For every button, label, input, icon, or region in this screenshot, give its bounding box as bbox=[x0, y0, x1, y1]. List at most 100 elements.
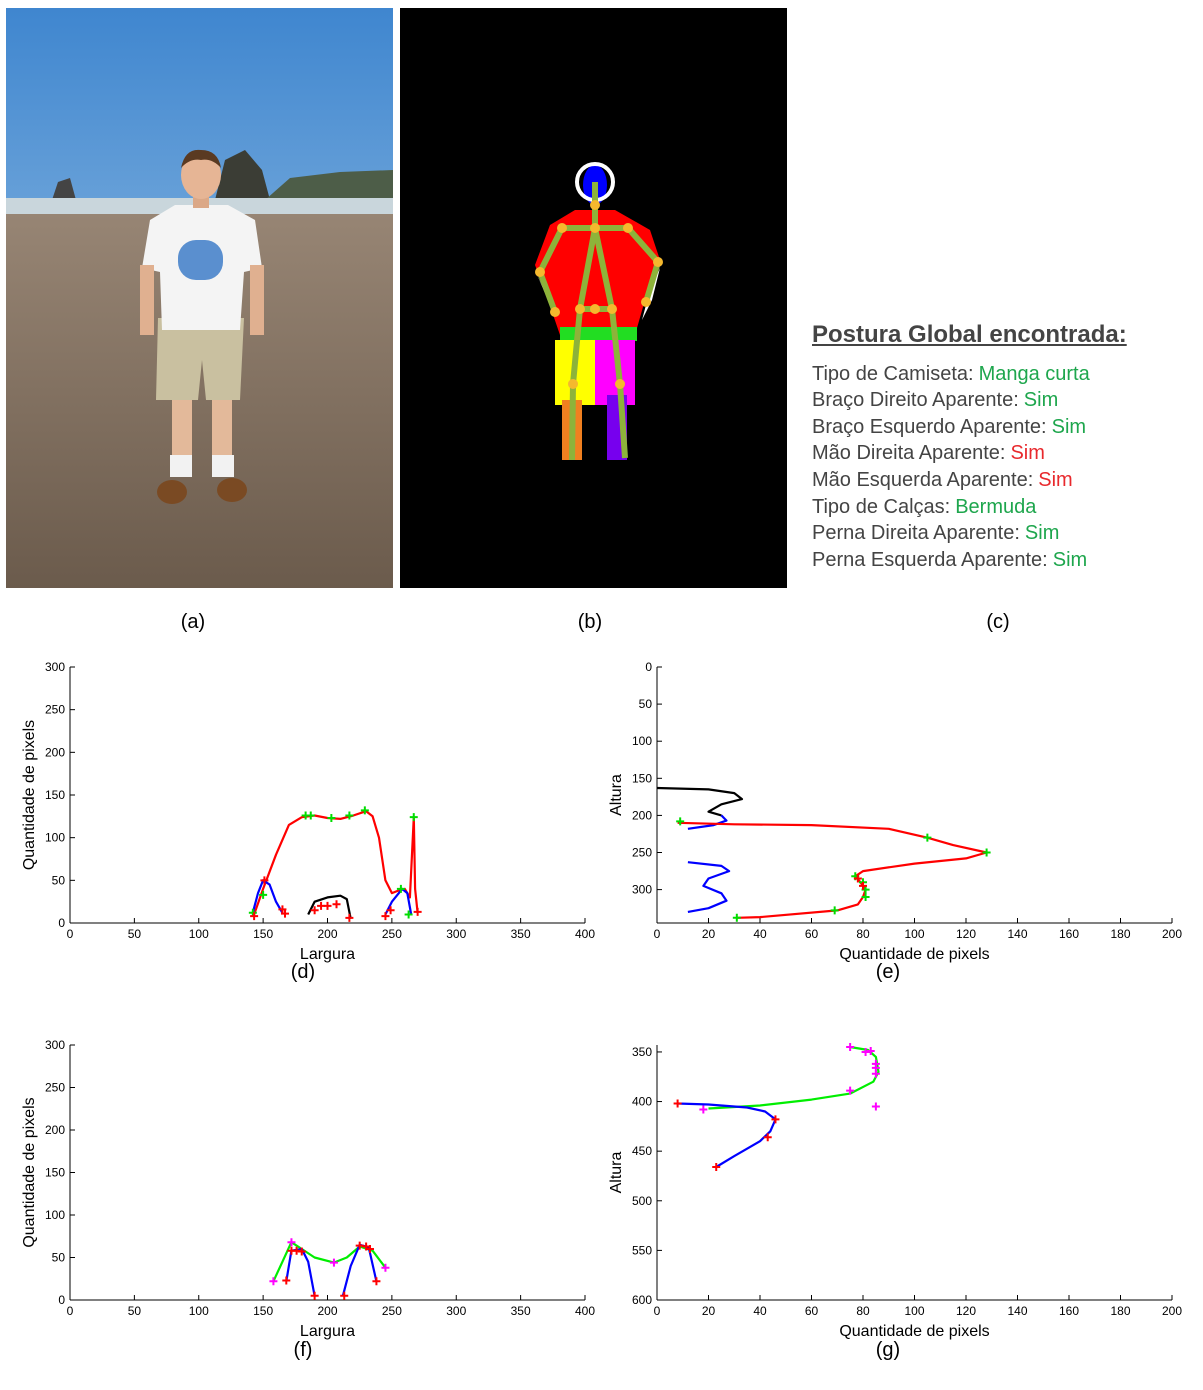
marker bbox=[846, 1043, 854, 1051]
page: { "captions": ["(a)", "(b)", "(c)", "(d)… bbox=[0, 0, 1203, 1390]
marker bbox=[831, 906, 839, 914]
curve bbox=[657, 788, 742, 815]
x-tick-label: 250 bbox=[382, 1304, 402, 1318]
x-tick-label: 140 bbox=[1007, 1304, 1027, 1318]
marker bbox=[733, 914, 741, 922]
y-axis-label: Quantidade de pixels bbox=[21, 720, 38, 870]
marker bbox=[340, 1292, 348, 1300]
posture-value: Sim bbox=[1010, 442, 1044, 464]
posture-row: Mão Esquerda Aparente:Sim bbox=[812, 467, 1127, 494]
x-tick-label: 80 bbox=[856, 1304, 870, 1318]
posture-label: Perna Direita Aparente: bbox=[812, 522, 1020, 544]
x-tick-label: 20 bbox=[702, 927, 716, 941]
x-tick-label: 300 bbox=[446, 927, 466, 941]
posture-value: Sim bbox=[1025, 522, 1059, 544]
segmentation bbox=[400, 8, 787, 588]
marker bbox=[764, 1133, 772, 1141]
y-tick-label: 150 bbox=[45, 1166, 65, 1180]
marker bbox=[327, 814, 335, 822]
x-tick-label: 180 bbox=[1110, 1304, 1130, 1318]
curve bbox=[678, 823, 987, 918]
y-tick-label: 0 bbox=[58, 916, 65, 930]
x-tick-label: 120 bbox=[956, 1304, 976, 1318]
x-tick-label: 160 bbox=[1059, 927, 1079, 941]
x-tick-label: 0 bbox=[67, 1304, 74, 1318]
marker bbox=[410, 813, 418, 821]
x-axis-label: Largura bbox=[300, 1323, 355, 1340]
x-tick-label: 0 bbox=[654, 927, 661, 941]
y-tick-label: 250 bbox=[632, 846, 652, 860]
y-tick-label: 50 bbox=[52, 1251, 66, 1265]
x-tick-label: 0 bbox=[654, 1304, 661, 1318]
posture-title: Postura Global encontrada: bbox=[812, 322, 1127, 349]
y-tick-label: 550 bbox=[632, 1243, 652, 1257]
x-tick-label: 400 bbox=[575, 927, 595, 941]
y-tick-label: 200 bbox=[45, 745, 65, 759]
marker bbox=[372, 1277, 380, 1285]
marker bbox=[311, 1292, 319, 1300]
posture-rows: Tipo de Camiseta:Manga curta Braço Direit… bbox=[812, 361, 1127, 574]
x-tick-label: 60 bbox=[805, 927, 819, 941]
x-axis-label: Quantidade de pixels bbox=[839, 946, 989, 963]
x-tick-label: 350 bbox=[511, 1304, 531, 1318]
curve bbox=[688, 815, 727, 828]
x-tick-label: 100 bbox=[189, 927, 209, 941]
posture-label: Perna Esquerda Aparente: bbox=[812, 549, 1048, 571]
posture-row: Perna Esquerda Aparente:Sim bbox=[812, 547, 1127, 574]
posture-label: Braço Direito Aparente: bbox=[812, 389, 1019, 411]
curve bbox=[286, 1249, 314, 1296]
y-tick-label: 300 bbox=[632, 883, 652, 897]
curve bbox=[678, 1104, 776, 1168]
marker bbox=[674, 1100, 682, 1108]
y-tick-label: 100 bbox=[45, 1208, 65, 1222]
posture-label: Tipo de Camiseta: bbox=[812, 363, 974, 385]
y-tick-label: 200 bbox=[45, 1123, 65, 1137]
caption: (f) bbox=[294, 1339, 313, 1361]
y-tick-label: 250 bbox=[45, 703, 65, 717]
x-tick-label: 50 bbox=[128, 1304, 142, 1318]
marker bbox=[923, 834, 931, 842]
y-tick-label: 300 bbox=[45, 1038, 65, 1052]
x-tick-label: 180 bbox=[1110, 927, 1130, 941]
photo bbox=[6, 8, 393, 588]
x-tick-label: 140 bbox=[1007, 927, 1027, 941]
x-tick-label: 200 bbox=[1162, 1304, 1182, 1318]
marker bbox=[381, 912, 389, 920]
y-axis-label: Altura bbox=[608, 1152, 625, 1194]
y-tick-label: 350 bbox=[632, 1045, 652, 1059]
posture-label: Tipo de Calças: bbox=[812, 496, 950, 518]
y-axis-label: Altura bbox=[608, 774, 625, 816]
y-tick-label: 150 bbox=[632, 771, 652, 785]
curve bbox=[343, 1245, 377, 1296]
y-tick-label: 100 bbox=[45, 831, 65, 845]
marker bbox=[983, 849, 991, 857]
x-tick-label: 60 bbox=[805, 1304, 819, 1318]
posture-panel: Postura Global encontrada: Tipo de Camis… bbox=[812, 322, 1127, 573]
marker bbox=[269, 1277, 277, 1285]
y-tick-label: 300 bbox=[45, 660, 65, 674]
x-tick-label: 350 bbox=[511, 927, 531, 941]
x-tick-label: 0 bbox=[67, 927, 74, 941]
y-tick-label: 500 bbox=[632, 1194, 652, 1208]
marker bbox=[676, 817, 684, 825]
posture-value: Bermuda bbox=[955, 496, 1036, 518]
caption: (e) bbox=[876, 961, 900, 983]
posture-value: Manga curta bbox=[979, 363, 1090, 385]
marker bbox=[330, 1259, 338, 1267]
x-tick-label: 150 bbox=[253, 1304, 273, 1318]
x-tick-label: 80 bbox=[856, 927, 870, 941]
x-tick-label: 20 bbox=[702, 1304, 716, 1318]
x-tick-label: 200 bbox=[317, 927, 337, 941]
y-tick-label: 400 bbox=[632, 1095, 652, 1109]
posture-row: Mão Direita Aparente:Sim bbox=[812, 440, 1127, 467]
x-tick-label: 50 bbox=[128, 927, 142, 941]
curve bbox=[709, 1047, 879, 1109]
x-tick-label: 200 bbox=[1162, 927, 1182, 941]
x-tick-label: 250 bbox=[382, 927, 402, 941]
x-axis-label: Quantidade de pixels bbox=[839, 1323, 989, 1340]
x-tick-label: 100 bbox=[904, 927, 924, 941]
marker bbox=[324, 902, 332, 910]
x-tick-label: 200 bbox=[317, 1304, 337, 1318]
x-tick-label: 400 bbox=[575, 1304, 595, 1318]
marker bbox=[699, 1105, 707, 1113]
